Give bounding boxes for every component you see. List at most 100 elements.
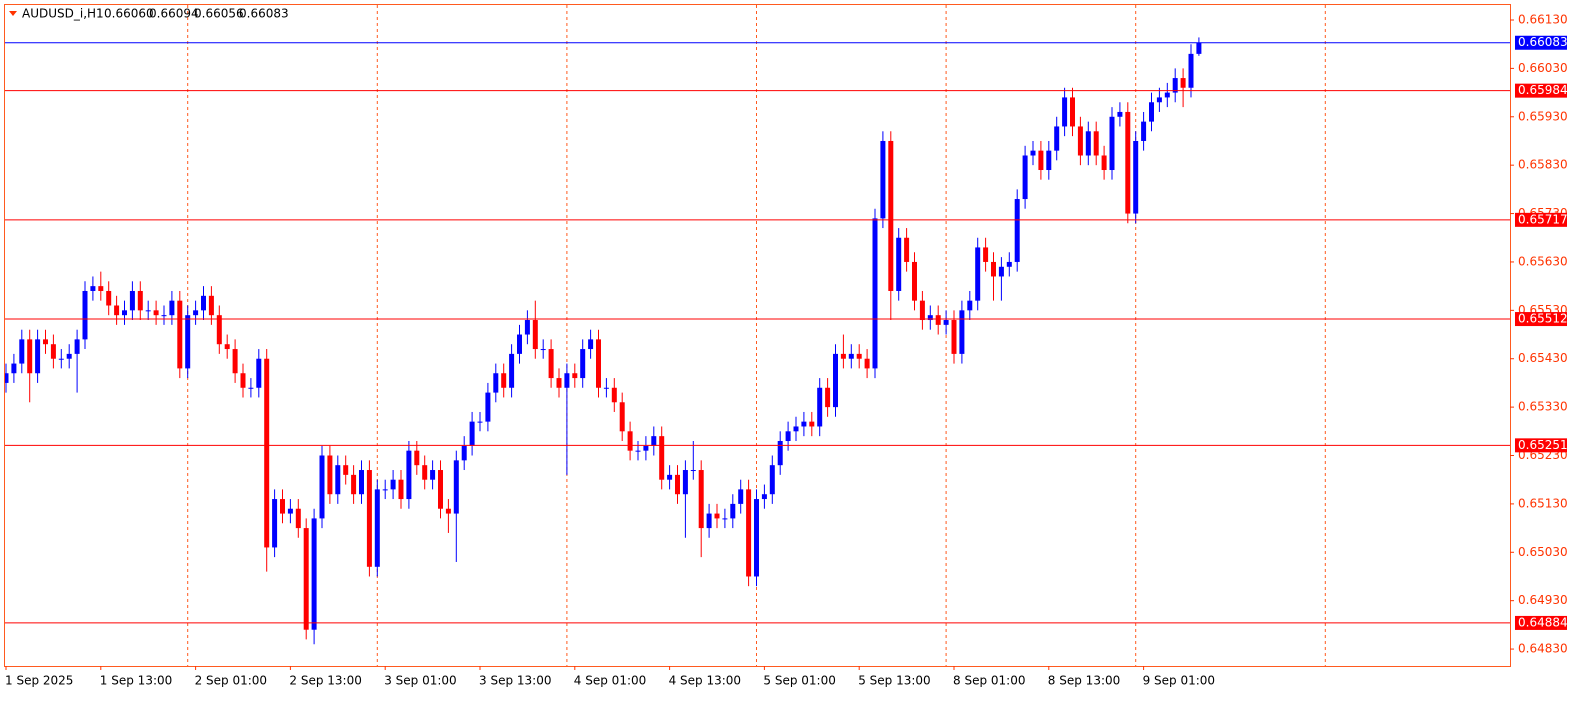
candle-body [1172, 78, 1178, 93]
y-tick-label: 0.65330 [1518, 400, 1568, 414]
candle-body [880, 140, 886, 219]
level-tag [1515, 312, 1567, 327]
candle-body [177, 300, 183, 369]
candle-body [327, 455, 333, 495]
candle-body [943, 320, 949, 325]
x-tick-label: 4 Sep 01:00 [574, 674, 646, 688]
level-tag [1515, 212, 1567, 227]
header-arrow [9, 11, 17, 16]
candle-body [761, 494, 767, 500]
candle-body [50, 344, 56, 359]
y-tick-label: 0.66030 [1518, 61, 1568, 75]
header-ohlc: 0.66083 [239, 7, 289, 21]
level-label: 0.65717 [1518, 212, 1568, 226]
level-label: 0.65512 [1518, 312, 1568, 326]
candle-body [856, 353, 862, 359]
candle-body [295, 508, 301, 529]
candle-body [445, 508, 451, 514]
candle-body [422, 465, 428, 480]
candle-body [1188, 53, 1194, 88]
candle-body [675, 474, 680, 495]
candle-body [627, 431, 633, 451]
candle-body [366, 470, 372, 567]
candle-body [588, 339, 594, 350]
candle-body [769, 465, 775, 495]
candle-body [896, 237, 902, 291]
candle-body [556, 378, 562, 388]
candle-body [335, 465, 341, 495]
candle-body [58, 358, 64, 360]
candle-body [1014, 199, 1020, 262]
level-tag [1515, 615, 1567, 630]
plot-area [5, 37, 1510, 645]
candle-body [224, 344, 230, 350]
candle-body [690, 470, 696, 472]
header-ohlc: 0.66094 [149, 7, 199, 21]
candle-body [256, 358, 262, 388]
x-tick-label: 8 Sep 01:00 [953, 674, 1025, 688]
candle-body [359, 470, 364, 495]
candle-body [232, 349, 238, 374]
candle-body [959, 310, 965, 354]
y-tick-label: 0.64930 [1518, 593, 1568, 607]
candle-body [667, 474, 673, 480]
y-tick-label: 0.65830 [1518, 158, 1568, 172]
candle-body [66, 353, 72, 359]
candle-body [754, 499, 759, 577]
candle-body [1046, 150, 1052, 171]
candle-body [983, 247, 989, 262]
candle-body [722, 518, 728, 520]
candle-body [90, 286, 96, 291]
candle-body [840, 353, 846, 359]
candle-body [611, 387, 617, 403]
candle-body [1141, 121, 1147, 141]
candle-body [414, 450, 420, 466]
candle-body [1085, 131, 1091, 156]
candle-body [201, 295, 206, 311]
candle-body [532, 320, 538, 350]
candle-body [501, 373, 507, 388]
x-tick-label: 3 Sep 01:00 [384, 674, 456, 688]
candle-body [643, 445, 649, 451]
candle-body [746, 489, 752, 577]
candle-body [98, 286, 104, 291]
grid [187, 5, 1326, 666]
candle-body [43, 339, 48, 345]
candle-body [927, 315, 933, 321]
candle-body [1070, 97, 1075, 127]
x-tick-label: 4 Sep 13:00 [669, 674, 741, 688]
candle-body [185, 315, 191, 369]
candle-body [161, 315, 167, 317]
x-tick-label: 2 Sep 13:00 [289, 674, 361, 688]
candle-body [351, 474, 357, 495]
x-tick-label: 1 Sep 2025 [5, 674, 73, 688]
candle-body [793, 426, 799, 432]
candle-body [524, 320, 530, 335]
candle-body [603, 387, 609, 389]
candle-body [406, 450, 412, 500]
candle-body [1196, 42, 1202, 54]
candle-body [122, 310, 127, 316]
candle-body [651, 436, 657, 446]
candle-body [564, 373, 570, 388]
candle-body [19, 339, 25, 364]
candle-body [738, 489, 744, 504]
candle-body [1022, 155, 1028, 200]
candle-body [35, 339, 41, 374]
candle-body [1006, 261, 1012, 267]
candle-body [872, 218, 878, 369]
candle-body [580, 349, 586, 379]
candle-body [801, 421, 807, 427]
candle-body [1030, 150, 1036, 156]
level-label: 0.64884 [1518, 615, 1568, 629]
candle-body [382, 489, 388, 491]
candle-body [477, 421, 483, 423]
candle-body [682, 470, 688, 495]
x-tick-label: 5 Sep 01:00 [763, 674, 835, 688]
candle-body [809, 421, 815, 427]
candle-body [390, 479, 396, 490]
candle-body [129, 290, 135, 311]
candle-body [264, 358, 270, 548]
candle-body [1125, 111, 1131, 214]
candle-body [1038, 150, 1044, 171]
